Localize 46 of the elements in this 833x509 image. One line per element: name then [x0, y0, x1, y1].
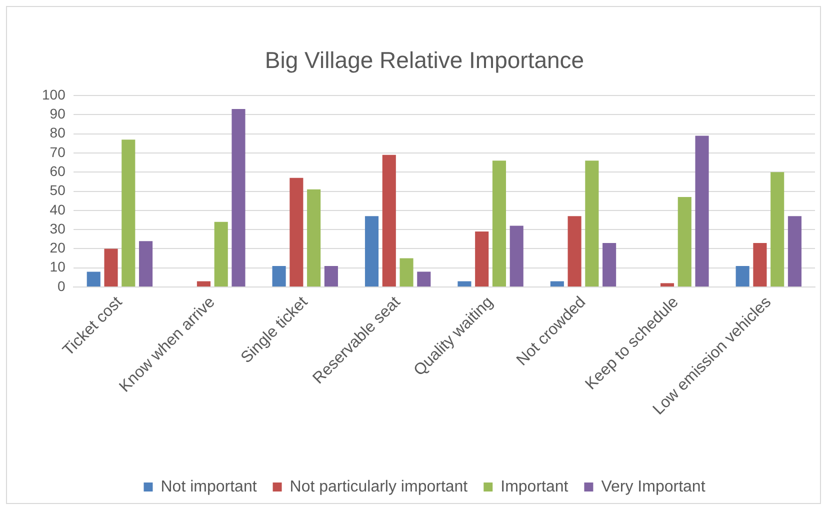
bar — [400, 258, 414, 286]
bar — [307, 189, 321, 286]
y-tick-label: 30 — [50, 220, 66, 236]
legend-label: Not particularly important — [290, 478, 468, 496]
bar — [104, 248, 118, 286]
bar — [324, 266, 338, 286]
bar — [232, 109, 246, 286]
y-tick-label: 0 — [58, 278, 66, 294]
bar — [364, 216, 379, 286]
bar — [602, 242, 616, 286]
bar — [788, 216, 802, 286]
legend-label: Very Important — [601, 478, 706, 496]
bar — [678, 197, 692, 286]
y-tick-label: 50 — [50, 182, 66, 198]
y-tick-label: 100 — [42, 86, 66, 102]
bar — [753, 242, 767, 286]
bar — [568, 216, 582, 286]
bar — [382, 154, 396, 286]
bar — [585, 160, 599, 286]
bar — [458, 281, 472, 286]
y-tick-label: 20 — [50, 240, 66, 256]
bar — [695, 136, 709, 286]
y-tick-label: 60 — [50, 163, 66, 180]
chart-title: Big Village Relative Importance — [264, 47, 584, 74]
bar — [122, 140, 136, 286]
bar — [86, 272, 100, 286]
bar — [770, 172, 784, 286]
bar — [660, 283, 674, 286]
bar — [510, 226, 524, 286]
bar — [475, 231, 489, 286]
y-tick-label: 90 — [50, 106, 66, 122]
bar — [492, 160, 506, 286]
bar — [736, 266, 750, 286]
y-tick-label: 40 — [50, 201, 66, 218]
y-tick-label: 10 — [50, 258, 66, 275]
bar — [290, 178, 304, 286]
bar — [214, 222, 228, 286]
y-tick-label: 70 — [50, 144, 66, 160]
bar — [272, 266, 286, 286]
y-tick-label: 80 — [50, 124, 66, 141]
bar — [139, 241, 153, 286]
legend-label: Important — [500, 478, 569, 496]
legend-label: Not important — [160, 478, 258, 496]
bar — [196, 281, 211, 286]
bar — [417, 272, 431, 286]
bar — [550, 281, 564, 286]
